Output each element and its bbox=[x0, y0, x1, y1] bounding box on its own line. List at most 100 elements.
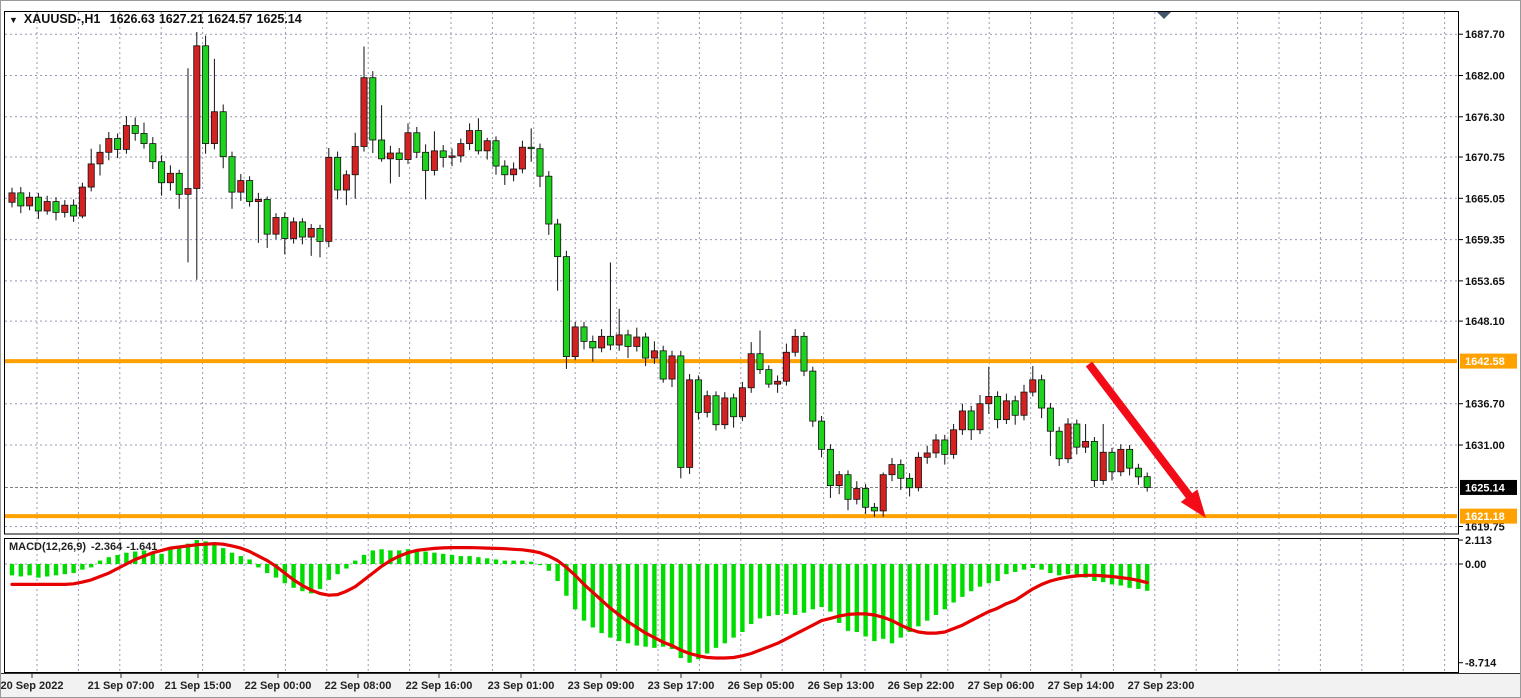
macd-histogram-bar bbox=[485, 558, 490, 564]
candle-body bbox=[950, 429, 958, 455]
macd-histogram-bar bbox=[722, 564, 727, 644]
candles-layer bbox=[8, 32, 1151, 517]
macd-histogram-bar bbox=[916, 564, 921, 627]
candle-body bbox=[149, 143, 157, 163]
time-axis-label[interactable]: 27 Sep 23:00 bbox=[1128, 680, 1195, 692]
macd-histogram-bar bbox=[229, 552, 235, 564]
price-axis-label[interactable]: 1631.00 bbox=[1465, 440, 1505, 452]
macd-histogram-bar bbox=[203, 541, 208, 564]
low-value: 1624.57 bbox=[207, 12, 252, 26]
candle-body bbox=[219, 111, 227, 158]
price-axis-label[interactable]: 1619.75 bbox=[1465, 522, 1505, 534]
macd-histogram-bar bbox=[177, 547, 182, 564]
macd-histogram-bar bbox=[960, 564, 965, 597]
macd-axis-label[interactable]: -8.714 bbox=[1465, 658, 1497, 670]
macd-axis-label[interactable]: 2.113 bbox=[1465, 535, 1492, 547]
time-axis-label[interactable]: 21 Sep 15:00 bbox=[165, 680, 232, 692]
macd-histogram-bar bbox=[476, 557, 481, 564]
chart-shift-marker-icon[interactable] bbox=[1157, 12, 1171, 19]
price-axis-label[interactable]: 1687.70 bbox=[1465, 29, 1505, 41]
candle-body bbox=[386, 152, 394, 160]
time-axis-label[interactable]: 26 Sep 13:00 bbox=[808, 680, 875, 692]
time-axis-strip[interactable] bbox=[1, 673, 1521, 698]
macd-histogram-bar bbox=[1136, 564, 1141, 589]
collapse-icon[interactable]: ▼ bbox=[9, 15, 18, 25]
time-axis-label[interactable]: 26 Sep 05:00 bbox=[728, 680, 795, 692]
macd-histogram-bar bbox=[608, 564, 613, 638]
candle-body bbox=[325, 156, 333, 242]
macd-histogram-bar bbox=[247, 559, 252, 564]
horizontal-level-lines[interactable] bbox=[5, 359, 1457, 519]
macd-histogram-bar bbox=[625, 564, 631, 644]
price-axis-label[interactable]: 1682.00 bbox=[1465, 71, 1505, 83]
macd-histogram-bar bbox=[1004, 564, 1009, 575]
macd-histogram-bar bbox=[62, 564, 67, 575]
macd-histogram-bar bbox=[731, 564, 736, 638]
macd-histogram-bar bbox=[696, 564, 701, 660]
price-axis-label[interactable]: 1676.30 bbox=[1465, 112, 1505, 124]
macd-histogram-bar bbox=[159, 553, 164, 564]
macd-histogram-bar bbox=[749, 564, 754, 625]
high-value: 1627.21 bbox=[159, 12, 204, 26]
macd-histogram-bar bbox=[977, 564, 983, 587]
macd-histogram-bar bbox=[106, 557, 111, 564]
time-axis-label[interactable]: 23 Sep 17:00 bbox=[648, 680, 715, 692]
candle-body bbox=[897, 464, 905, 479]
price-axis-label[interactable]: 1648.10 bbox=[1465, 316, 1505, 328]
candle-body bbox=[87, 163, 95, 188]
open-value: 1626.63 bbox=[110, 12, 155, 26]
candle-body bbox=[290, 221, 298, 239]
time-axis-label[interactable]: 23 Sep 09:00 bbox=[568, 680, 635, 692]
macd-histogram-bar bbox=[265, 564, 270, 574]
candle-body bbox=[360, 77, 368, 147]
candle-body bbox=[888, 464, 896, 476]
time-axis-label[interactable]: 22 Sep 08:00 bbox=[325, 680, 392, 692]
macd-histogram-bar bbox=[370, 550, 375, 564]
candle-body bbox=[756, 353, 764, 371]
time-axis-label[interactable]: 22 Sep 00:00 bbox=[245, 680, 312, 692]
candle-body bbox=[712, 395, 720, 426]
candle-body bbox=[1126, 448, 1134, 469]
time-axis-label[interactable]: 23 Sep 01:00 bbox=[488, 680, 555, 692]
candle-body bbox=[985, 396, 993, 405]
price-axis-label[interactable]: 1670.75 bbox=[1465, 152, 1505, 164]
time-axis-label[interactable]: 27 Sep 06:00 bbox=[968, 680, 1035, 692]
price-axis-label[interactable]: 1659.35 bbox=[1465, 235, 1505, 247]
candle-body bbox=[413, 132, 421, 153]
macd-histogram-bar bbox=[652, 564, 657, 648]
level-label-bg bbox=[1460, 508, 1517, 524]
main-chart-panel[interactable] bbox=[4, 11, 1459, 535]
time-axis-label[interactable]: 26 Sep 22:00 bbox=[888, 680, 955, 692]
candle-body bbox=[844, 474, 852, 500]
candle-body bbox=[1029, 379, 1037, 393]
macd-histogram-bar bbox=[634, 564, 639, 646]
macd-histogram-bar bbox=[449, 554, 455, 564]
trend-arrow-annotation[interactable] bbox=[1085, 361, 1206, 518]
macd-histogram-bar bbox=[273, 564, 279, 578]
macd-histogram-bar bbox=[18, 564, 23, 577]
macd-histogram-bar bbox=[1145, 564, 1150, 591]
macd-histogram-bar bbox=[845, 564, 851, 631]
macd-main-value: -2.364 bbox=[91, 541, 123, 553]
candle-body bbox=[78, 186, 86, 217]
candle-body bbox=[334, 156, 342, 191]
macd-histogram-bar bbox=[335, 564, 340, 575]
candle-body bbox=[774, 380, 782, 385]
price-axis-label[interactable]: 1636.70 bbox=[1465, 399, 1505, 411]
macd-histogram-bar bbox=[537, 564, 543, 566]
candle-body bbox=[1046, 407, 1054, 432]
macd-histogram-bar bbox=[925, 564, 930, 621]
time-axis-label[interactable]: 27 Sep 14:00 bbox=[1048, 680, 1115, 692]
macd-axis-label[interactable]: 0.00 bbox=[1465, 559, 1486, 571]
macd-histogram-bar bbox=[45, 564, 50, 577]
macd-histogram-bar bbox=[863, 564, 868, 637]
axis-labels-layer[interactable]: 1687.70 1682.00 1676.30 1670.75 1665.05 1659.… bbox=[1, 29, 1517, 692]
candle-body bbox=[659, 350, 667, 380]
time-axis-label[interactable]: 20 Sep 2022 bbox=[1, 680, 64, 692]
price-axis-label[interactable]: 1653.65 bbox=[1465, 276, 1505, 288]
price-axis-label[interactable]: 1665.05 bbox=[1465, 193, 1505, 205]
time-axis-label[interactable]: 21 Sep 07:00 bbox=[88, 680, 155, 692]
candle-body bbox=[369, 77, 377, 141]
time-axis-label[interactable]: 22 Sep 16:00 bbox=[406, 680, 473, 692]
